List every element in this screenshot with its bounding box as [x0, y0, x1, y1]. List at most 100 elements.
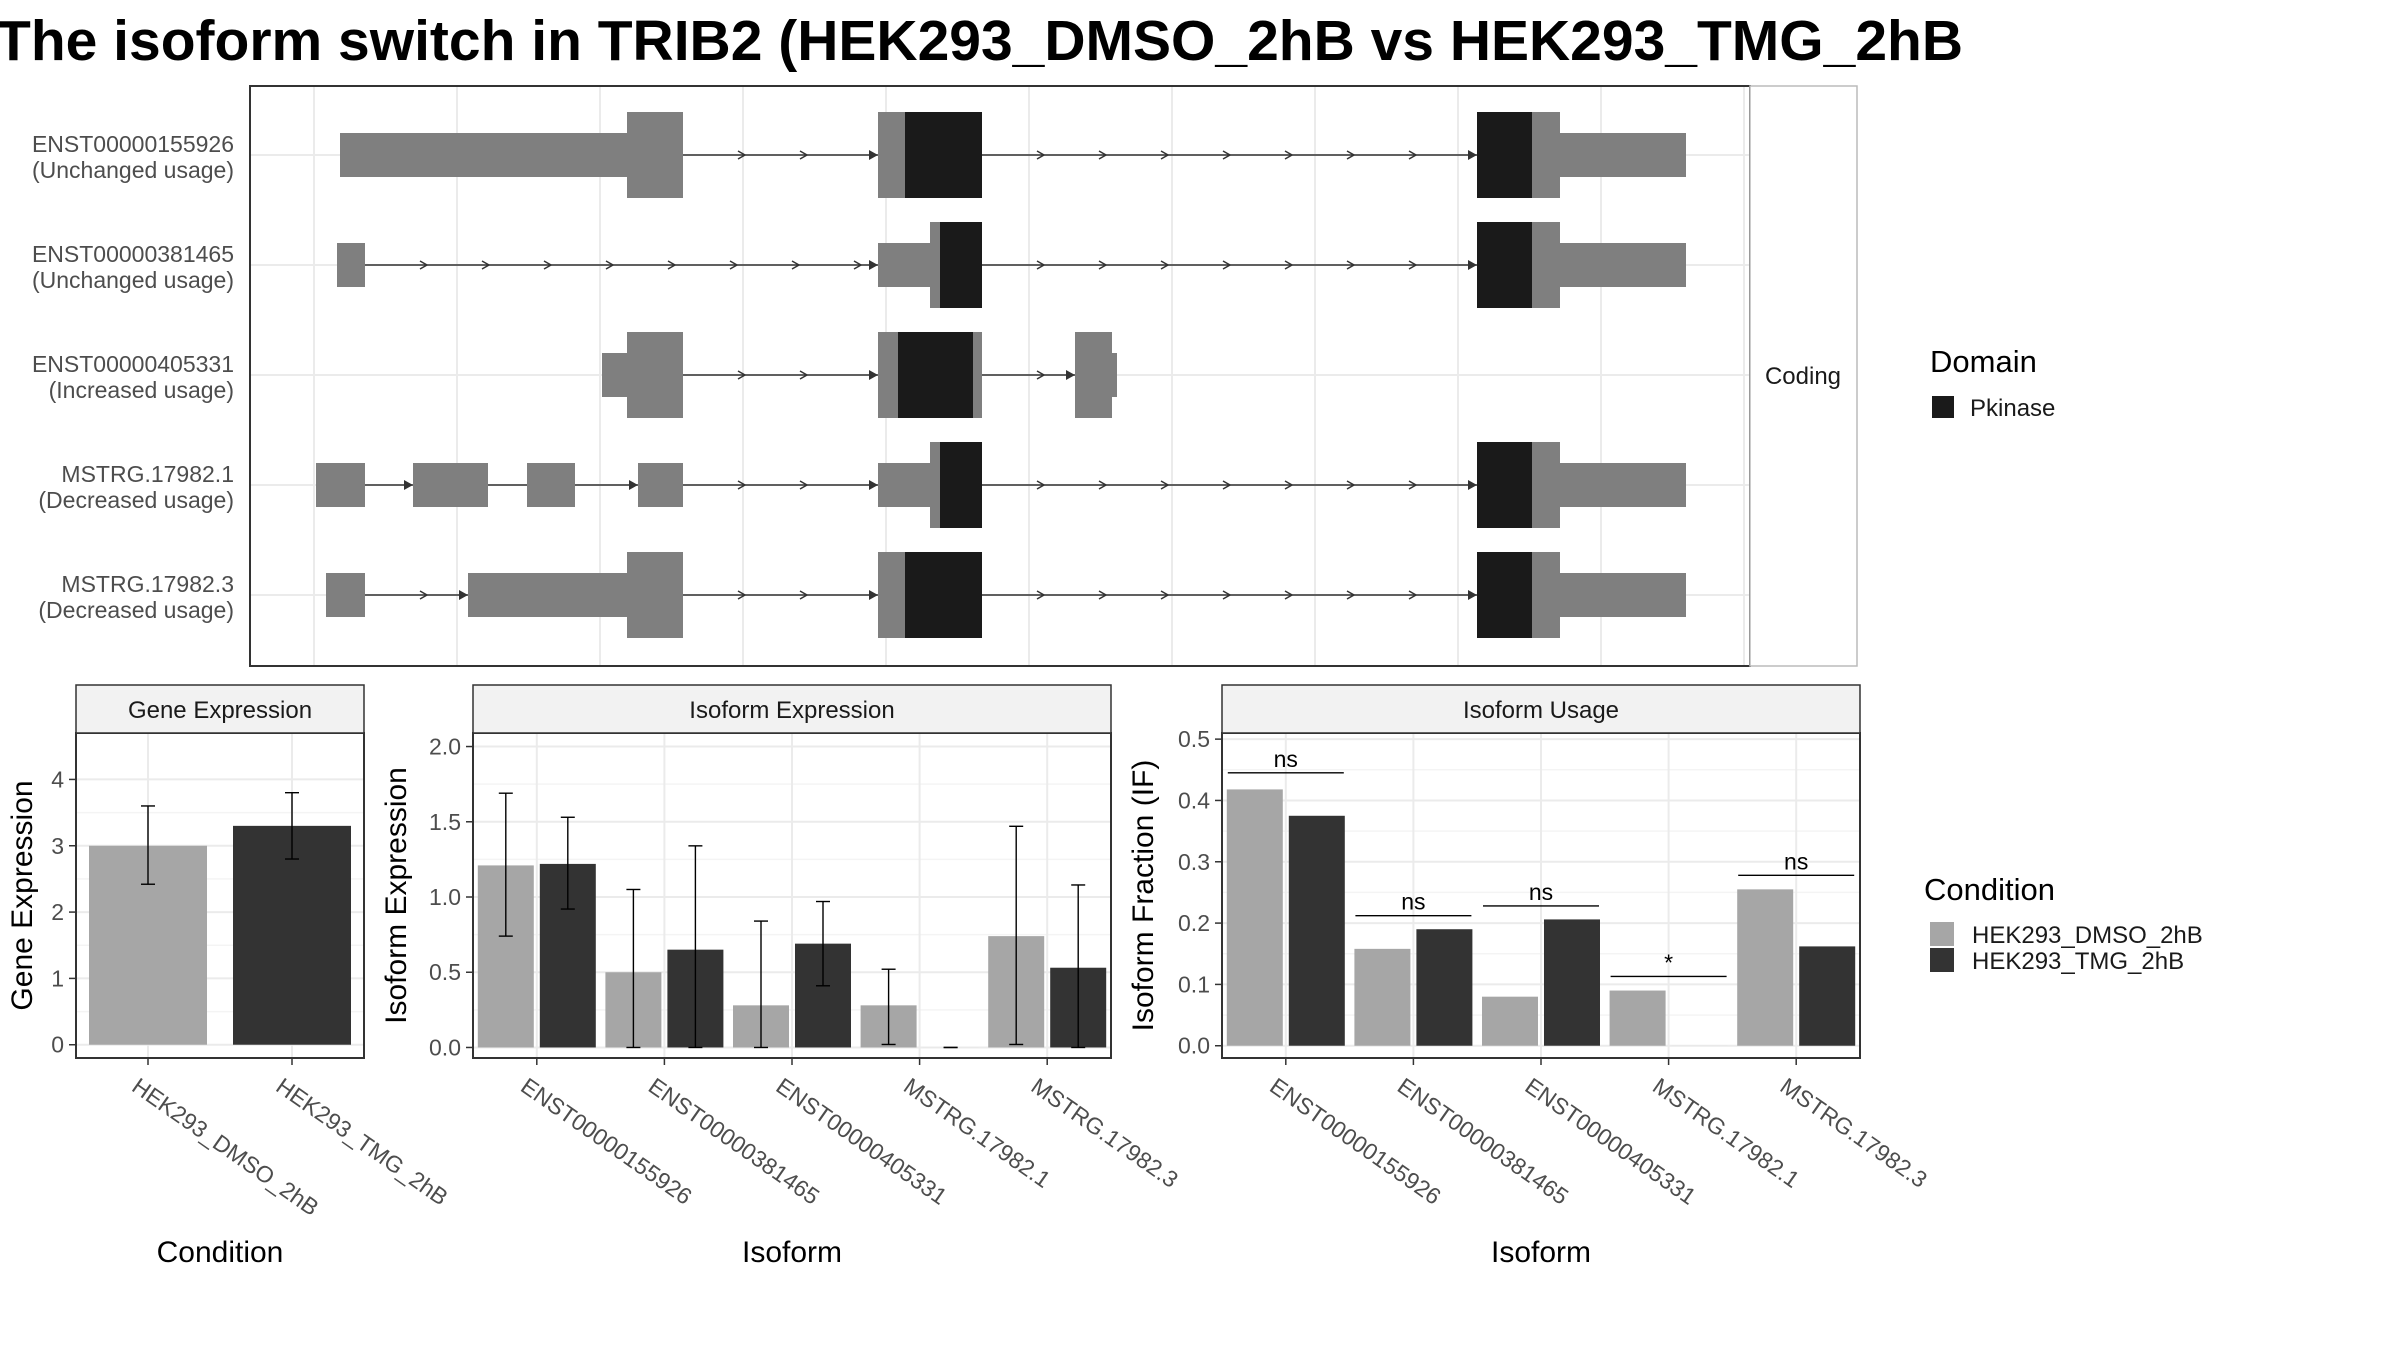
isoform-bar — [1354, 948, 1411, 1046]
y-tick-label: 0.2 — [1178, 910, 1210, 936]
intron-arrow — [1408, 590, 1418, 600]
isoform-usage-label: (Decreased usage) — [38, 597, 234, 623]
exon-block — [340, 133, 627, 177]
error-bar — [285, 791, 299, 860]
domain-legend: Domain Pkinase — [1930, 344, 2055, 422]
intron-arrow — [1066, 370, 1075, 380]
intron-arrow — [1036, 480, 1046, 490]
exon-block — [602, 353, 627, 397]
y-tick-label: 1.5 — [429, 809, 461, 835]
significance-label: ns — [1401, 889, 1425, 915]
pkinase-legend-label: Pkinase — [1970, 395, 2055, 422]
intron-arrow — [869, 590, 878, 600]
isoform-track — [337, 222, 1686, 308]
isoform-bar — [1737, 889, 1794, 1046]
significance-annotation: ns — [1355, 889, 1472, 917]
exon-block — [878, 332, 898, 418]
isoform-track — [602, 332, 1117, 418]
exon-block — [1560, 133, 1686, 177]
significance-annotation: ns — [1483, 879, 1599, 907]
isoform-bar — [1482, 996, 1538, 1046]
isoform-bar — [1416, 929, 1473, 1046]
coding-facet-label: Coding — [1765, 363, 1841, 390]
panel-strip — [1221, 684, 1861, 734]
panel-title: Isoform Usage — [1463, 697, 1619, 724]
y-tick-label: 1 — [51, 965, 64, 991]
intron-arrow — [1222, 150, 1232, 160]
exon-block — [878, 552, 905, 638]
panel-title: Gene Expression — [128, 697, 312, 724]
intron-arrow — [419, 590, 429, 600]
isoform-label: ENST00000381465 — [32, 241, 234, 267]
intron-arrow — [1098, 590, 1108, 600]
isoform-bar — [1799, 946, 1856, 1046]
intron-arrow — [799, 590, 809, 600]
error-bar — [626, 888, 641, 1049]
figure-title: The isoform switch in TRIB2 (HEK293_DMSO… — [0, 9, 1963, 73]
panel-title: Isoform Expression — [689, 697, 894, 724]
intron-arrow — [1098, 260, 1108, 270]
y-tick-label: 3 — [51, 833, 64, 859]
y-tick-label: 0.0 — [1178, 1033, 1210, 1059]
exon-block — [1112, 353, 1117, 397]
intron-arrow — [737, 590, 747, 600]
y-tick-label: 2.0 — [429, 734, 461, 760]
exon-block — [930, 222, 940, 308]
exon-block — [1075, 332, 1112, 418]
intron-arrow — [1346, 590, 1356, 600]
intron-arrow — [853, 260, 863, 270]
pkinase-domain-block — [1477, 442, 1532, 528]
exon-block — [627, 552, 683, 638]
pkinase-domain-block — [1477, 112, 1532, 198]
isoform-usage-panel: ENST00000155926ENST00000381465ENST000004… — [1127, 684, 1932, 1269]
y-tick-label: 0.5 — [429, 959, 461, 985]
y-tick-label: 0 — [51, 1032, 64, 1058]
exon-block — [1532, 442, 1560, 528]
exon-block — [316, 463, 365, 507]
isoform-bar — [1609, 990, 1666, 1046]
error-bar — [1009, 825, 1024, 1046]
isoform-bar — [1544, 919, 1600, 1046]
intron-arrow — [1222, 590, 1232, 600]
coding-facet-strip — [1749, 85, 1858, 667]
intron-arrow — [1036, 590, 1046, 600]
intron-arrow — [1160, 260, 1170, 270]
intron-arrow — [1346, 150, 1356, 160]
isoform-expression-panel: ENST00000155926ENST00000381465ENST000004… — [380, 684, 1183, 1269]
panel-strip — [75, 684, 365, 734]
intron-arrow — [737, 370, 747, 380]
intron-arrow — [799, 370, 809, 380]
y-tick-label: 0.5 — [1178, 726, 1210, 752]
intron-arrow — [737, 480, 747, 490]
error-bar — [816, 900, 830, 987]
intron-arrow — [869, 260, 878, 270]
pkinase-domain-block — [905, 112, 982, 198]
intron-arrow — [869, 150, 878, 160]
intron-arrow — [1284, 150, 1294, 160]
exon-block — [638, 463, 683, 507]
intron-arrow — [459, 590, 468, 600]
exon-block — [1560, 573, 1686, 617]
error-bar — [141, 805, 155, 885]
intron-arrow — [1346, 480, 1356, 490]
y-tick-label: 0.4 — [1178, 787, 1210, 813]
pkinase-domain-block — [1477, 552, 1532, 638]
significance-annotation: ns — [1738, 848, 1855, 876]
exon-block — [1560, 243, 1686, 287]
error-bar — [688, 845, 703, 1049]
intron-arrow — [1160, 480, 1170, 490]
significance-annotation: * — [1610, 949, 1727, 978]
intron-arrow — [1468, 480, 1477, 490]
isoform-track — [340, 112, 1686, 198]
isoform-usage-label: (Increased usage) — [49, 377, 234, 403]
intron-arrow — [737, 150, 747, 160]
exon-block — [878, 463, 930, 507]
error-bar — [881, 968, 896, 1046]
intron-arrow — [1160, 590, 1170, 600]
intron-arrow — [1098, 480, 1108, 490]
isoform-structure-panel: Coding ENST00000155926(Unchanged usage)E… — [32, 85, 1858, 667]
significance-label: ns — [1274, 746, 1298, 772]
exon-block — [973, 332, 982, 418]
error-bar — [1071, 884, 1086, 1049]
y-tick-label: 4 — [51, 766, 64, 792]
